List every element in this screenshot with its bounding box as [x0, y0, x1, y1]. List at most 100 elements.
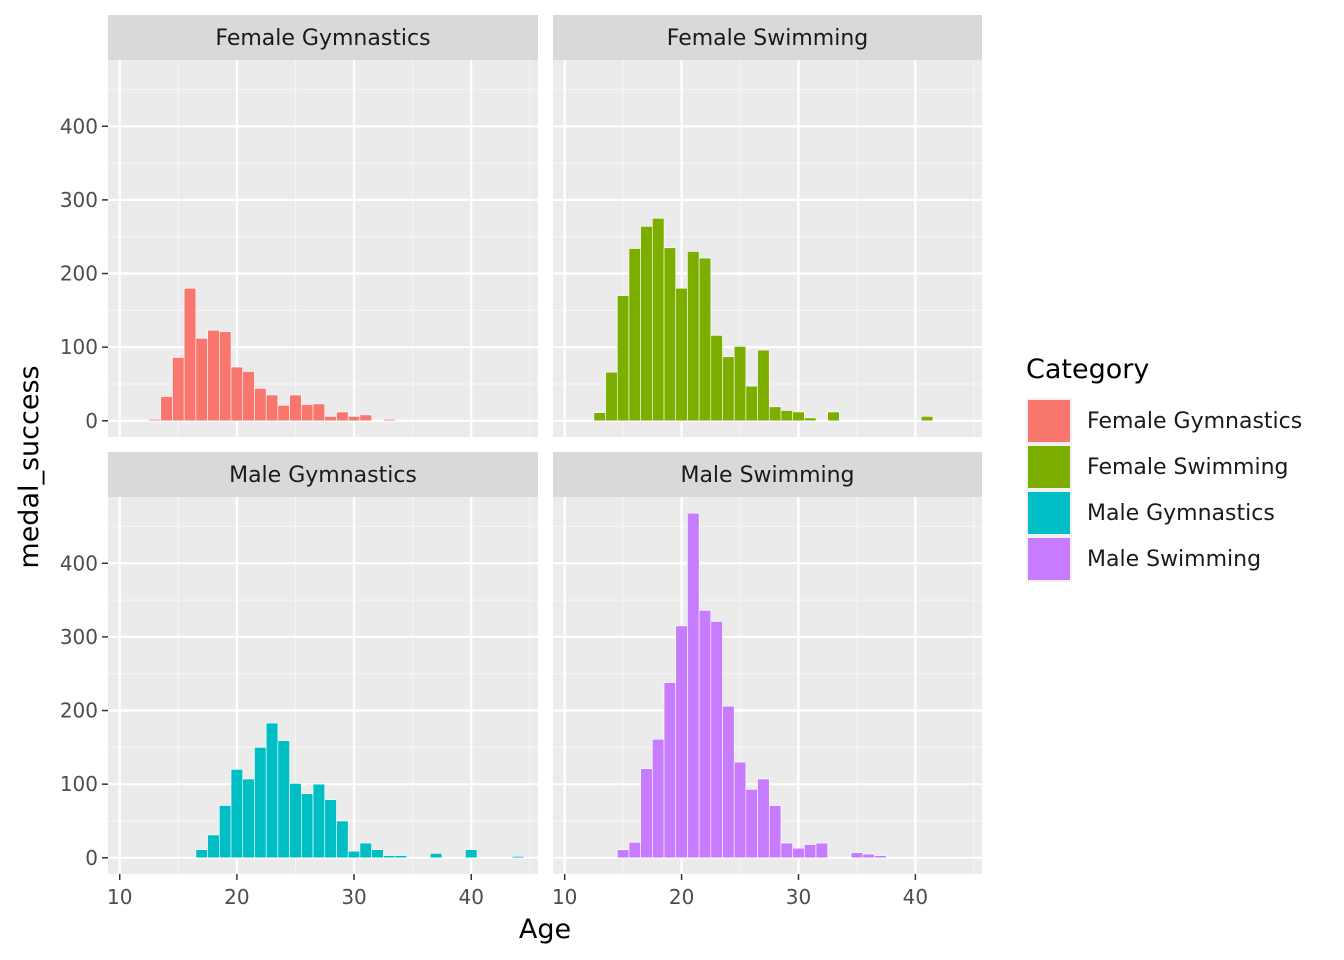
histogram-bar: [616, 849, 630, 859]
histogram-bar: [324, 799, 337, 859]
histogram-bar: [874, 855, 887, 859]
histogram-bar: [792, 411, 805, 422]
histogram-bar: [687, 512, 700, 859]
x-axis-title: Age: [519, 914, 571, 945]
histogram-bar: [160, 396, 173, 422]
histogram-bar: [722, 356, 735, 422]
facet-strip-label: Male Gymnastics: [229, 463, 417, 488]
legend-key: [1028, 446, 1070, 488]
histogram-bar: [242, 778, 255, 859]
histogram-bar: [710, 621, 723, 859]
facet-panel: Male Gymnastics: [108, 452, 538, 874]
histogram-bar: [312, 403, 326, 422]
y-tick-label: 400: [60, 551, 98, 575]
histogram-bar: [511, 856, 525, 859]
histogram-bar: [616, 295, 630, 422]
histogram-bar: [230, 366, 244, 422]
facet-strip-label: Female Swimming: [667, 26, 869, 51]
histogram-bar: [768, 406, 782, 422]
x-tick-label: 30: [341, 885, 366, 909]
histogram-bar: [745, 789, 758, 859]
histogram-bar: [640, 768, 653, 859]
histogram-bar: [733, 346, 747, 422]
y-tick-label: 300: [60, 625, 98, 649]
histogram-bar: [745, 385, 758, 422]
y-tick-label: 200: [60, 699, 98, 723]
histogram-bar: [207, 329, 220, 422]
histogram-bar: [733, 761, 747, 859]
histogram-bar: [230, 769, 244, 859]
legend-key: [1028, 538, 1070, 580]
y-tick-label: 100: [60, 335, 98, 359]
histogram-bar: [383, 419, 396, 422]
histogram-bar: [207, 834, 220, 859]
histogram-bar: [289, 394, 302, 422]
histogram-bar: [465, 849, 478, 859]
histogram-bar: [687, 251, 700, 422]
facet-strip: [108, 452, 538, 497]
histogram-bar: [780, 410, 793, 422]
histogram-bar: [277, 405, 290, 422]
histogram-bar: [219, 331, 232, 422]
y-tick-label: 0: [85, 846, 98, 870]
histogram-bar: [663, 682, 677, 859]
histogram-bar: [804, 417, 817, 422]
facet-strip: [553, 15, 982, 60]
y-tick-label: 0: [85, 409, 98, 433]
histogram-bar: [195, 849, 208, 859]
legend-label: Female Swimming: [1087, 455, 1289, 480]
legend-key: [1028, 400, 1070, 442]
x-tick-label: 10: [107, 885, 132, 909]
histogram-bar: [254, 747, 267, 859]
x-tick-label: 20: [224, 885, 249, 909]
x-tick-label: 40: [903, 885, 928, 909]
histogram-bar: [336, 820, 349, 859]
legend: Category Female Gymnastics Female Swimmin…: [1026, 354, 1302, 582]
histogram-bar: [289, 783, 302, 859]
x-tick-label: 30: [786, 885, 811, 909]
y-axis-title: medal_success: [14, 365, 45, 568]
histogram-bar: [815, 842, 829, 859]
facet-panels: Female Gymnastics Female Swimming Male Gym…: [108, 15, 982, 874]
y-tick-label: 200: [60, 262, 98, 286]
histogram-bar: [792, 847, 805, 859]
x-tick-label: 20: [669, 885, 694, 909]
histogram-bar: [347, 850, 361, 859]
histogram-bar: [652, 218, 665, 422]
y-tick-label: 300: [60, 188, 98, 212]
legend-label: Male Swimming: [1087, 547, 1261, 572]
histogram-bar: [183, 287, 197, 422]
histogram-bar: [757, 778, 770, 859]
histogram-bar: [148, 419, 162, 422]
histogram-bar: [195, 338, 208, 422]
y-tick-label: 400: [60, 114, 98, 138]
histogram-bar: [768, 805, 782, 859]
histogram-bar: [277, 740, 290, 859]
x-tick-label: 10: [552, 885, 577, 909]
facet-strip: [108, 15, 538, 60]
histogram-bar: [254, 388, 267, 422]
histogram-bar: [698, 610, 712, 859]
histogram-bar: [383, 855, 396, 859]
histogram-bar: [347, 416, 361, 422]
legend-label: Female Gymnastics: [1087, 409, 1302, 434]
histogram-bar: [265, 394, 279, 422]
histogram-bar: [312, 783, 326, 859]
histogram-bar: [675, 287, 688, 422]
histogram-bar: [757, 349, 770, 422]
histogram-bar: [628, 842, 641, 859]
legend-label: Male Gymnastics: [1087, 501, 1275, 526]
histogram-bar: [640, 226, 653, 422]
facet-panel: Female Swimming: [553, 15, 982, 437]
x-tick-label: 40: [458, 885, 483, 909]
histogram-bar: [827, 411, 840, 422]
axes: 0 100 200 300 400 0 100 200 300 400 10 20 30 40 10 20 30…: [60, 114, 928, 909]
legend-key: [1028, 492, 1070, 534]
histogram-bar: [172, 357, 185, 422]
histogram-bar: [920, 416, 934, 422]
histogram-bar: [593, 412, 606, 422]
histogram-bar: [242, 371, 255, 422]
histogram-bar: [722, 705, 735, 859]
histogram-bar: [301, 404, 314, 422]
